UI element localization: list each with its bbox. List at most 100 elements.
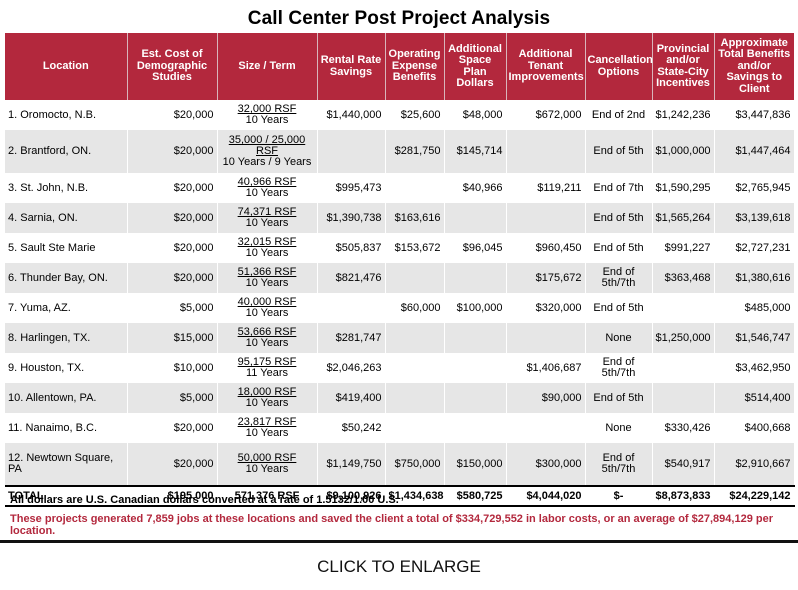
cell-location: 8. Harlingen, TX.: [5, 323, 128, 353]
cell-incentives: $1,000,000: [652, 130, 715, 173]
cell-cancellation: End of 5th: [585, 130, 653, 173]
cell-tenant: [506, 130, 586, 173]
cell-incentives: $1,250,000: [652, 323, 715, 353]
cell-cancellation: None: [585, 413, 653, 443]
cell-est-cost: $20,000: [127, 100, 218, 130]
cell-size-term: 95,175 RSF 11 Years: [217, 353, 318, 383]
cell-cancellation: End of 5th/7th: [585, 263, 653, 293]
cell-size: 40,966 RSF: [237, 176, 297, 188]
cell-location: 5. Sault Ste Marie: [5, 233, 128, 263]
cell-size-term: 51,366 RSF 10 Years: [217, 263, 318, 293]
page-title: Call Center Post Project Analysis: [247, 8, 551, 29]
cell-total: $2,727,231: [714, 233, 795, 263]
header-operating: Operating Expense Benefits: [385, 33, 445, 100]
cell-rental: [317, 130, 386, 173]
cell-total: $3,139,618: [714, 203, 795, 233]
cell-operating: [385, 173, 445, 203]
cell-cancellation: End of 5th: [585, 233, 653, 263]
cell-incentives: $991,227: [652, 233, 715, 263]
cell-location: 10. Allentown, PA.: [5, 383, 128, 413]
table-row: 6. Thunder Bay, ON. $20,000 51,366 RSF 10 Y…: [5, 263, 795, 293]
jobs-note: These projects generated 7,859 jobs at t…: [10, 513, 773, 537]
cell-location: 2. Brantford, ON.: [5, 130, 128, 173]
cell-location: 1. Oromocto, N.B.: [5, 100, 128, 130]
header-space-plan: Additional Space Plan Dollars: [444, 33, 507, 100]
cell-operating: $750,000: [385, 443, 445, 486]
cell-rental: $1,149,750: [317, 443, 386, 486]
cell-operating: $153,672: [385, 233, 445, 263]
cell-location: 11. Nanaimo, B.C.: [5, 413, 128, 443]
cell-rental: $50,242: [317, 413, 386, 443]
total-cancellation: $-: [585, 485, 653, 507]
cell-incentives: $540,917: [652, 443, 715, 486]
cell-size-term: 35,000 / 25,000 RSF 10 Years / 9 Years: [217, 130, 318, 173]
cell-total: $2,910,667: [714, 443, 795, 486]
total-label: TOTAL: [5, 485, 128, 507]
cell-location: 4. Sarnia, ON.: [5, 203, 128, 233]
cell-operating: $163,616: [385, 203, 445, 233]
cell-incentives: [652, 353, 715, 383]
cell-est-cost: $20,000: [127, 233, 218, 263]
cell-incentives: $330,426: [652, 413, 715, 443]
cell-space-plan: [444, 323, 507, 353]
cell-location: 9. Houston, TX.: [5, 353, 128, 383]
cell-space-plan: $48,000: [444, 100, 507, 130]
cell-term: 10 Years: [245, 114, 289, 126]
header-cancellation: Cancellation Options: [585, 33, 653, 100]
cell-est-cost: $20,000: [127, 130, 218, 173]
cell-cancellation: End of 5th: [585, 383, 653, 413]
cell-space-plan: $40,966: [444, 173, 507, 203]
cell-total: $400,668: [714, 413, 795, 443]
cell-term: 10 Years: [245, 277, 289, 289]
total-incentives: $8,873,833: [652, 485, 715, 507]
cell-rental: $505,837: [317, 233, 386, 263]
cell-cancellation: End of 5th: [585, 203, 653, 233]
cell-space-plan: [444, 353, 507, 383]
cell-est-cost: $10,000: [127, 353, 218, 383]
cell-operating: $60,000: [385, 293, 445, 323]
table-row: 5. Sault Ste Marie $20,000 32,015 RSF 10 Ye…: [5, 233, 795, 263]
total-tenant: $4,044,020: [506, 485, 586, 507]
cell-size-term: 40,966 RSF 10 Years: [217, 173, 318, 203]
cell-term: 10 Years / 9 Years: [222, 156, 312, 168]
cell-size: 18,000 RSF: [237, 386, 297, 398]
cell-incentives: $1,242,236: [652, 100, 715, 130]
cell-term: 10 Years: [245, 427, 289, 439]
table-row: 10. Allentown, PA. $5,000 18,000 RSF 10 Yea…: [5, 383, 795, 413]
cell-est-cost: $20,000: [127, 263, 218, 293]
cell-operating: [385, 323, 445, 353]
table-body: 1. Oromocto, N.B. $20,000 32,000 RSF 10 Yea…: [5, 100, 795, 486]
cell-operating: [385, 383, 445, 413]
cell-incentives: $1,565,264: [652, 203, 715, 233]
cell-term: 10 Years: [245, 307, 289, 319]
cell-size: 23,817 RSF: [237, 416, 297, 428]
cell-operating: [385, 413, 445, 443]
click-to-enlarge-link[interactable]: CLICK TO ENLARGE: [317, 557, 481, 576]
cell-size: 40,000 RSF: [237, 296, 297, 308]
header-tenant: Additional Tenant Improvements: [506, 33, 586, 100]
divider: [0, 540, 798, 543]
cell-term: 10 Years: [245, 337, 289, 349]
table-row: 11. Nanaimo, B.C. $20,000 23,817 RSF 10 Yea…: [5, 413, 795, 443]
total-total: $24,229,142: [714, 485, 795, 507]
cell-est-cost: $5,000: [127, 383, 218, 413]
table-row: 4. Sarnia, ON. $20,000 74,371 RSF 10 Years $…: [5, 203, 795, 233]
table-row: 12. Newtown Square, PA $20,000 50,000 RSF 1…: [5, 443, 795, 486]
cell-rental: $821,476: [317, 263, 386, 293]
table-row: 8. Harlingen, TX. $15,000 53,666 RSF 10 Yea…: [5, 323, 795, 353]
cell-space-plan: [444, 413, 507, 443]
header-rental: Rental Rate Savings: [317, 33, 386, 100]
cell-space-plan: [444, 263, 507, 293]
cell-location: 6. Thunder Bay, ON.: [5, 263, 128, 293]
cell-tenant: $90,000: [506, 383, 586, 413]
cell-space-plan: $145,714: [444, 130, 507, 173]
header-location: Location: [5, 33, 128, 100]
cell-est-cost: $20,000: [127, 173, 218, 203]
cell-term: 11 Years: [245, 367, 288, 379]
cell-cancellation: End of 5th/7th: [585, 443, 653, 486]
cell-term: 10 Years: [245, 397, 289, 409]
cell-tenant: $960,450: [506, 233, 586, 263]
cell-size-term: 18,000 RSF 10 Years: [217, 383, 318, 413]
cell-size: 50,000 RSF: [237, 452, 297, 464]
